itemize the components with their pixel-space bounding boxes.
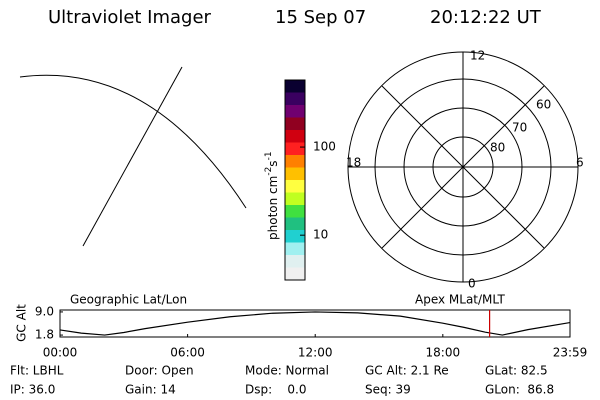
colorbar-tick-label: 100 bbox=[313, 140, 336, 154]
colorbar-band bbox=[285, 230, 305, 243]
date: 15 Sep 07 bbox=[275, 7, 366, 28]
colorbar-band bbox=[285, 105, 305, 118]
x-tick-label: 00:00 bbox=[43, 346, 78, 360]
info-field: Seq: 39 bbox=[365, 383, 411, 397]
colorbar-band bbox=[285, 217, 305, 231]
globe-outline bbox=[19, 66, 247, 247]
colorbar-band bbox=[285, 117, 305, 131]
time: 20:12:22 UT bbox=[430, 7, 542, 28]
colorbar-band bbox=[285, 180, 305, 193]
info-field: Gain: 14 bbox=[125, 383, 176, 397]
polar-grid bbox=[347, 51, 579, 283]
info-field: Flt: LBHL bbox=[10, 364, 64, 378]
colorbar-band bbox=[285, 80, 305, 93]
colorbar-band bbox=[285, 192, 305, 206]
colorbar-band bbox=[285, 242, 305, 256]
colorbar-tick-label: 10 bbox=[313, 228, 328, 242]
info-field: GC Alt: 2.1 Re bbox=[365, 364, 449, 378]
x-tick-label: 12:00 bbox=[298, 346, 333, 360]
x-tick-label: 18:00 bbox=[426, 346, 461, 360]
x-tick-label: 23:59 bbox=[553, 346, 588, 360]
y-axis-label: GC Alt bbox=[15, 304, 29, 342]
info-field: Mode: Normal bbox=[245, 364, 329, 378]
y-tick-label: 9.0 bbox=[35, 304, 54, 318]
ring-label: 80 bbox=[490, 141, 505, 155]
ring-label: 60 bbox=[536, 98, 551, 112]
colorbar-band bbox=[285, 267, 305, 281]
info-panel: Flt: LBHL Door: Open Mode: Normal GC Alt: 2… bbox=[10, 364, 554, 397]
colorbar-frame bbox=[284, 79, 306, 281]
x-tick-label: 06:00 bbox=[170, 346, 205, 360]
polar-label: 0 bbox=[468, 277, 476, 291]
info-field: Dsp: 0.0 bbox=[245, 383, 307, 397]
y-tick-label: 1.8 bbox=[35, 328, 54, 342]
colorbar-label: photon cm-2s-1 bbox=[264, 151, 280, 240]
ring-label: 70 bbox=[512, 121, 527, 135]
info-field: Door: Open bbox=[125, 364, 194, 378]
colorbar-band bbox=[285, 255, 305, 268]
altitude-line bbox=[59, 311, 571, 336]
colorbar-band bbox=[285, 167, 305, 181]
polar-label: 6 bbox=[576, 156, 584, 170]
colorbar-band bbox=[285, 130, 305, 143]
plot-title-left: Geographic Lat/Lon bbox=[70, 293, 187, 307]
plot-title-right: Apex MLat/MLT bbox=[415, 293, 505, 307]
info-field: IP: 36.0 bbox=[10, 383, 55, 397]
colorbar-band bbox=[285, 142, 305, 156]
polar-label: 18 bbox=[346, 156, 361, 170]
polar-label: 12 bbox=[470, 49, 485, 63]
colorbar-band bbox=[285, 205, 305, 218]
colorbar-band bbox=[285, 155, 305, 168]
colorbar bbox=[285, 80, 305, 281]
info-field: GLat: 82.5 bbox=[485, 364, 548, 378]
colorbar-band bbox=[285, 92, 305, 106]
instrument-title: Ultraviolet Imager bbox=[48, 7, 212, 28]
info-field: GLon: 86.8 bbox=[485, 383, 554, 397]
plot-frame bbox=[59, 309, 571, 338]
